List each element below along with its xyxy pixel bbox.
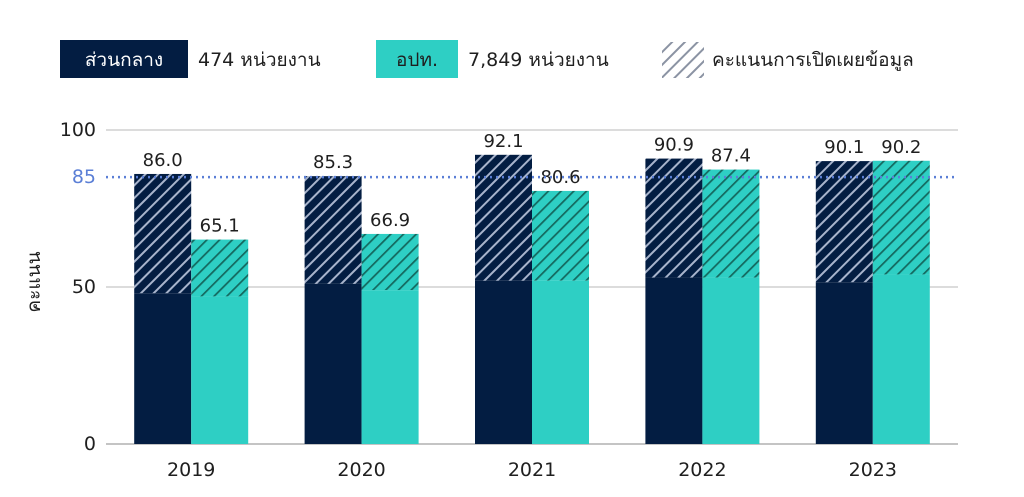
bar-hatch-central-2023 (815, 161, 873, 283)
data-label-local-2023: 90.2 (881, 137, 921, 158)
y-tick-label-0: 0 (84, 433, 96, 455)
bar-hatch-local-2022 (702, 169, 760, 278)
data-label-central-2021: 92.1 (483, 131, 523, 152)
legend-item-hatch: คะแนนการเปิดเผยข้อมูล (662, 42, 914, 78)
data-label-local-2022: 87.4 (711, 146, 751, 167)
reference-line-label: 85 (72, 166, 96, 188)
x-tick-label-2019: 2019 (167, 459, 215, 481)
legend-item-local: อปท. 7,849 หน่วยงาน (376, 40, 609, 78)
data-label-central-2023: 90.1 (824, 137, 864, 158)
bar-solid-central-2019 (134, 293, 192, 444)
legend-label-hatch: คะแนนการเปิดเผยข้อมูล (712, 49, 914, 71)
legend-note-local: 7,849 หน่วยงาน (468, 49, 609, 71)
legend-swatch-central (60, 40, 188, 78)
bar-solid-local-2023 (872, 274, 930, 444)
data-label-central-2020: 85.3 (313, 152, 353, 173)
bar-solid-local-2019 (191, 296, 249, 444)
bar-solid-central-2020 (304, 283, 362, 444)
x-tick-label-2020: 2020 (337, 459, 385, 481)
plot-area: 0 50 100 86.0 65.1 2019 85.3 66.9 2020 92.1 80.6 20… (60, 119, 958, 481)
legend-label-local: อปท. (396, 49, 438, 71)
bar-solid-local-2021 (532, 280, 589, 444)
bar-solid-central-2023 (815, 282, 873, 444)
y-tick-label-50: 50 (72, 276, 96, 298)
bar-hatch-local-2019 (191, 239, 249, 297)
bar-hatch-central-2019 (134, 173, 192, 294)
bar-hatch-central-2021 (475, 154, 532, 281)
bar-hatch-local-2020 (361, 233, 419, 291)
bar-hatch-local-2021 (532, 190, 589, 281)
data-label-local-2021: 80.6 (540, 167, 580, 188)
bar-hatch-central-2022 (645, 158, 703, 278)
y-tick-label-100: 100 (60, 119, 96, 141)
bar-hatch-local-2023 (872, 160, 930, 275)
x-tick-label-2023: 2023 (849, 459, 897, 481)
bar-solid-local-2020 (361, 290, 419, 444)
bar-solid-central-2022 (645, 277, 703, 444)
data-label-central-2022: 90.9 (654, 135, 694, 156)
legend-swatch-local (376, 40, 458, 78)
legend-label-central: ส่วนกลาง (85, 49, 163, 71)
bar-solid-central-2021 (475, 280, 532, 444)
legend-note-central: 474 หน่วยงาน (198, 49, 321, 71)
data-label-local-2020: 66.9 (370, 210, 410, 231)
data-label-central-2019: 86.0 (143, 150, 183, 171)
data-label-local-2019: 65.1 (200, 216, 240, 237)
bar-hatch-central-2020 (304, 176, 362, 284)
x-tick-label-2021: 2021 (508, 459, 556, 481)
x-tick-label-2022: 2022 (678, 459, 726, 481)
legend-swatch-hatch (662, 42, 704, 78)
legend: ส่วนกลาง 474 หน่วยงาน อปท. 7,849 หน่วยงา… (60, 40, 914, 78)
legend-item-central: ส่วนกลาง 474 หน่วยงาน (60, 40, 321, 78)
bar-solid-local-2022 (702, 277, 760, 444)
y-axis-label: คะแนน (23, 251, 45, 312)
